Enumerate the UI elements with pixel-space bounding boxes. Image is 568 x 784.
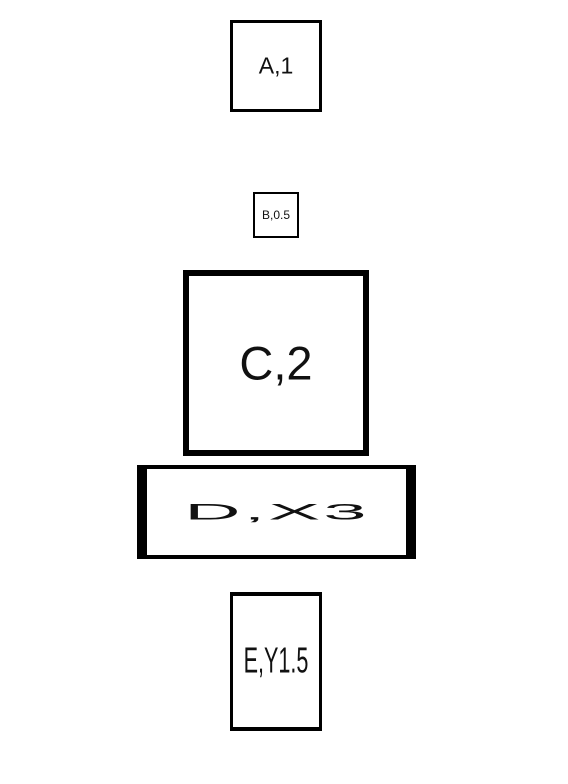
box-d: D,X3 (137, 465, 416, 559)
box-e: E,Y1.5 (230, 592, 322, 731)
box-c: C,2 (183, 270, 369, 456)
box-d-label: D,X3 (183, 499, 370, 525)
box-b: B,0.5 (253, 192, 299, 238)
box-e-label: E,Y1.5 (243, 640, 309, 681)
box-b-label: B,0.5 (261, 208, 291, 222)
box-a-label: A,1 (258, 52, 294, 79)
box-c-label: C,2 (239, 336, 313, 390)
box-a: A,1 (230, 20, 322, 112)
